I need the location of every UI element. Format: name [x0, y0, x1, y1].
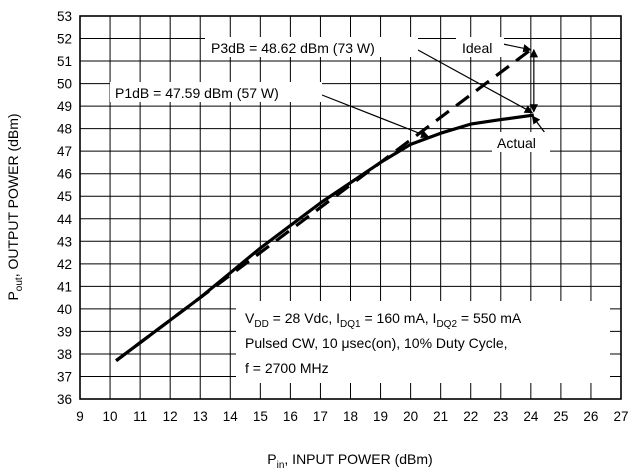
x-tick-label: 12 — [163, 409, 178, 424]
y-tick-label: 40 — [57, 302, 72, 317]
p1db-label-bg — [110, 82, 322, 102]
actual-arrow — [531, 115, 546, 134]
plot-frame — [79, 15, 622, 400]
x-tick-label: 17 — [313, 409, 328, 424]
y-tick-label: 46 — [57, 167, 72, 182]
y-axis-title: Pout, OUTPUT POWER (dBm) — [5, 113, 25, 300]
x-tick-label: 22 — [463, 409, 478, 424]
x-tick-label: 14 — [223, 409, 239, 424]
y-tick-label: 39 — [57, 324, 72, 339]
actual-label-bg — [492, 132, 550, 152]
annotation-arrows — [321, 42, 546, 139]
y-tick-label: 47 — [57, 144, 72, 159]
p1db-arrow — [321, 94, 430, 139]
p3db-arrow — [417, 49, 534, 114]
x-axis-title: Pin, INPUT POWER (dBm) — [267, 451, 432, 471]
y-tick-labels: 36 37 38 39 40 41 42 43 44 45 46 47 48 49 50 51 52 53 — [57, 9, 73, 407]
x-tick-label: 24 — [523, 409, 539, 424]
x-tick-label: 20 — [403, 409, 418, 424]
conditions-line-2: Pulsed CW, 10 μsec(on), 10% Duty Cycle, — [245, 335, 508, 351]
y-tick-label: 51 — [57, 54, 72, 69]
y-tick-label: 52 — [57, 32, 72, 47]
x-tick-label: 15 — [253, 409, 268, 424]
x-tick-label: 11 — [133, 409, 147, 424]
y-tick-label: 42 — [57, 257, 72, 272]
x-tick-label: 21 — [433, 409, 448, 424]
series-lines — [115, 46, 535, 362]
y-tick-label: 43 — [57, 234, 72, 249]
p3db-label-bg — [205, 37, 418, 57]
x-tick-label: 25 — [553, 409, 568, 424]
y-tick-label: 41 — [57, 279, 72, 294]
actual-label: Actual — [497, 135, 536, 151]
y-tick-label: 53 — [57, 9, 72, 24]
x-tick-label: 27 — [613, 409, 628, 424]
x-tick-label: 19 — [373, 409, 388, 424]
y-tick-label: 36 — [57, 392, 72, 407]
x-tick-label: 13 — [193, 409, 208, 424]
x-tick-label: 9 — [76, 409, 84, 424]
y-tick-label: 44 — [57, 212, 73, 227]
y-tick-label: 45 — [57, 189, 72, 204]
conditions-box — [236, 301, 610, 383]
y-tick-label: 38 — [57, 347, 72, 362]
x-tick-label: 10 — [103, 409, 118, 424]
p1db-label: P1dB = 47.59 dBm (57 W) — [115, 85, 279, 101]
x-tick-label: 26 — [583, 409, 598, 424]
x-tick-label: 16 — [283, 409, 298, 424]
series-actual-line — [115, 113, 535, 362]
conditions-line-1: VDD = 28 Vdc, IDQ1 = 160 mA, IDQ2 = 550 … — [245, 310, 522, 330]
x-tick-label: 23 — [493, 409, 508, 424]
y-tick-label: 48 — [57, 122, 72, 137]
ideal-label: Ideal — [462, 40, 492, 56]
y-tick-label: 37 — [57, 369, 72, 384]
y-tick-label: 50 — [57, 77, 72, 92]
x-tick-labels: 9 10 11 12 13 14 15 16 17 18 19 20 21 22 23 24 25 26 27 — [76, 409, 628, 424]
x-tick-label: 18 — [343, 409, 358, 424]
ideal-label-bg — [456, 37, 504, 57]
y-tick-label: 49 — [57, 99, 72, 114]
conditions-line-3: f = 2700 MHz — [245, 360, 329, 376]
p3db-label: P3dB = 48.62 dBm (73 W) — [211, 40, 375, 56]
